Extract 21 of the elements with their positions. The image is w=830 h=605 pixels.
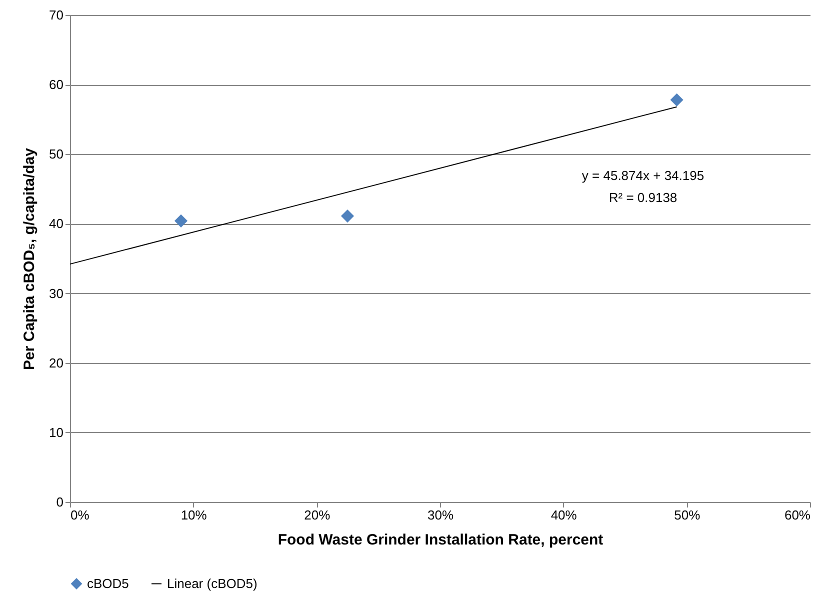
x-tick-label: 10% — [180, 508, 208, 522]
x-tick-label: 20% — [304, 508, 331, 522]
annotation: y = 45.874x + 34.195 — [582, 168, 704, 183]
y-tick-label: 10 — [49, 424, 64, 440]
x-tick-label: 0% — [70, 508, 90, 522]
annotation: R² = 0.9138 — [608, 190, 678, 205]
x-tick-label: 50% — [674, 508, 701, 522]
y-tick-label: 60 — [49, 77, 64, 92]
y-axis-title: Per Capita cBOD₅, g/capita/day — [21, 147, 38, 370]
x-tick-label: 40% — [550, 508, 578, 522]
y-tick-label: 0 — [56, 494, 64, 510]
y-tick-label: 40 — [49, 216, 64, 232]
y-tick-label: 50 — [49, 146, 64, 162]
x-axis-title: Food Waste Grinder Installation Rate, percent — [278, 532, 604, 548]
y-tick-label: 70 — [49, 8, 64, 22]
legend-label: Linear (cBOD5) — [167, 576, 258, 591]
y-tick-label: 30 — [49, 286, 64, 301]
y-tick-label: 20 — [49, 355, 64, 370]
x-tick-label: 60% — [784, 508, 811, 522]
x-tick-label: 30% — [427, 508, 454, 522]
legend-label: cBOD5 — [87, 576, 129, 591]
